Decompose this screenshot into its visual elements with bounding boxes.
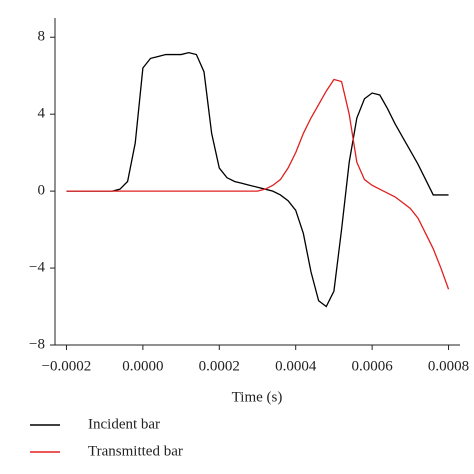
y-tick-label: 0 — [38, 183, 46, 199]
x-tick-label: 0.0000 — [122, 358, 163, 374]
legend-label: Incident bar — [88, 416, 160, 432]
x-tick-label: 0.0008 — [428, 358, 469, 374]
x-tick-label: 0.0002 — [199, 358, 240, 374]
series-line — [66, 51, 449, 308]
y-tick-label: −8 — [29, 336, 45, 352]
y-tick-label: −4 — [29, 259, 45, 275]
legend-label: Transmitted bar — [88, 443, 183, 459]
y-tick-label: 4 — [38, 106, 46, 122]
x-tick-label: 0.0004 — [275, 358, 317, 374]
x-tick-label: 0.0006 — [351, 358, 393, 374]
x-axis-title: Time (s) — [232, 389, 283, 405]
x-tick-label: −0.0002 — [42, 358, 92, 374]
y-tick-label: 8 — [38, 29, 46, 45]
series-line — [66, 78, 450, 290]
